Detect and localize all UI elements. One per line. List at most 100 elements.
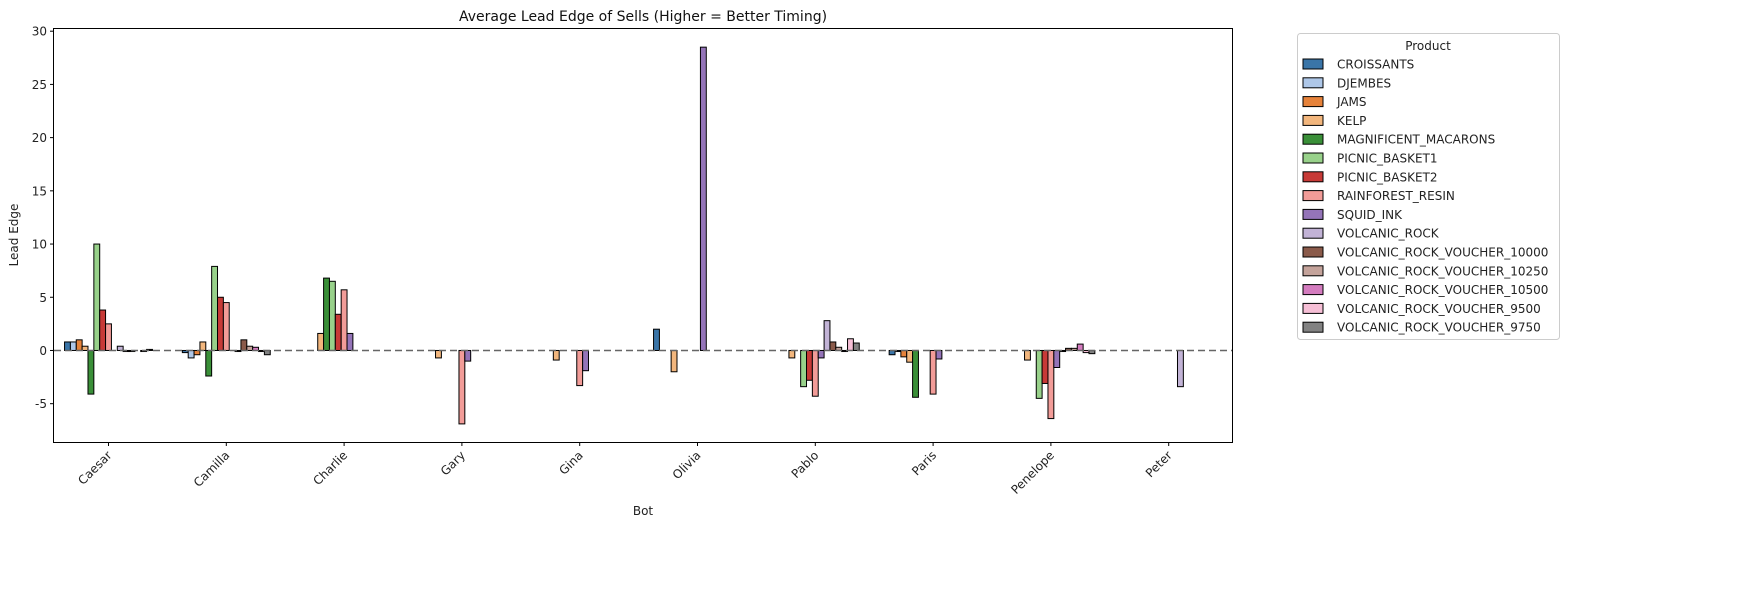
bar-magnificent-macarons-camilla bbox=[205, 349, 213, 377]
legend-label: VOLCANIC_ROCK_VOUCHER_10500 bbox=[1337, 283, 1548, 297]
bar-squid-ink-pablo bbox=[817, 349, 825, 359]
bar-djembes-camilla bbox=[187, 349, 195, 359]
x-axis: Caesar Camilla Charlie Gary Gina Olivia Pablo P… bbox=[75, 442, 1175, 497]
legend-swatch bbox=[1302, 190, 1324, 202]
bar-volcanic-rock-voucher-10500-penelope bbox=[1076, 343, 1084, 351]
x-tick-label: Penelope bbox=[1008, 448, 1057, 497]
bar-rainforest-resin-camilla bbox=[222, 302, 230, 351]
x-tick-label: Paris bbox=[909, 448, 939, 478]
bar-magnificent-macarons-caesar bbox=[87, 349, 95, 395]
x-tick-label: Camilla bbox=[191, 448, 233, 490]
bar-rainforest-resin-paris bbox=[929, 349, 937, 395]
legend-swatch bbox=[1302, 152, 1324, 164]
x-tick-label: Olivia bbox=[670, 448, 704, 482]
legend-swatch bbox=[1302, 302, 1324, 314]
legend-label: VOLCANIC_ROCK bbox=[1337, 227, 1440, 241]
bars-layer bbox=[64, 46, 1184, 425]
bar-volcanic-rock-voucher-10000-pablo bbox=[829, 341, 837, 351]
x-axis-title: Bot bbox=[633, 504, 654, 518]
bar-kelp-pablo bbox=[788, 349, 796, 359]
legend-swatch bbox=[1302, 246, 1324, 258]
x-tick-label: Peter bbox=[1143, 448, 1175, 480]
bar-squid-ink-penelope bbox=[1053, 349, 1061, 369]
y-tick-label: -5 bbox=[35, 397, 47, 411]
legend: Product CROISSANTS DJEMBES JAMS KELP MAGNIFI… bbox=[1297, 33, 1560, 340]
bar-picnic-basket1-penelope bbox=[1035, 349, 1043, 399]
legend-label: VOLCANIC_ROCK_VOUCHER_10250 bbox=[1337, 264, 1548, 278]
bar-kelp-penelope bbox=[1024, 349, 1031, 361]
y-axis-title: Lead Edge bbox=[7, 204, 21, 267]
bar-picnic-basket2-penelope bbox=[1041, 349, 1049, 384]
bar-croissants-olivia bbox=[653, 328, 660, 351]
legend-label: RAINFOREST_RESIN bbox=[1337, 189, 1455, 203]
bar-picnic-basket2-camilla bbox=[217, 296, 224, 351]
legend-swatch bbox=[1302, 171, 1324, 183]
bar-volcanic-rock-voucher-9500-pablo bbox=[847, 338, 854, 351]
y-tick-label: 30 bbox=[32, 25, 47, 39]
bar-volcanic-rock-peter bbox=[1176, 349, 1184, 388]
legend-swatch bbox=[1302, 133, 1324, 145]
bar-jams-paris bbox=[900, 349, 908, 358]
bar-magnificent-macarons-paris bbox=[912, 349, 919, 398]
y-axis: -5 0 5 10 15 20 25 30 bbox=[32, 25, 54, 411]
bar-djembes-caesar bbox=[69, 341, 77, 351]
legend-swatch bbox=[1302, 227, 1324, 239]
legend-label: DJEMBES bbox=[1337, 76, 1391, 90]
plot-area-frame bbox=[53, 28, 1233, 443]
bar-picnic-basket2-pablo bbox=[806, 349, 813, 381]
legend-label: PICNIC_BASKET2 bbox=[1337, 170, 1438, 184]
x-tick-label: Gary bbox=[438, 448, 468, 478]
bar-squid-ink-gina bbox=[582, 349, 589, 372]
bar-volcanic-rock-pablo bbox=[823, 320, 831, 351]
x-tick-label: Charlie bbox=[310, 448, 350, 488]
y-tick-label: 10 bbox=[32, 238, 47, 252]
bar-kelp-caesar bbox=[81, 345, 89, 351]
bar-squid-ink-charlie bbox=[346, 332, 354, 351]
bar-kelp-paris bbox=[906, 349, 914, 363]
legend-swatch bbox=[1302, 77, 1324, 89]
legend-swatch bbox=[1302, 208, 1324, 220]
legend-swatch bbox=[1302, 265, 1324, 277]
legend-swatch bbox=[1302, 58, 1324, 70]
bar-rainforest-resin-charlie bbox=[340, 289, 348, 351]
legend-label: VOLCANIC_ROCK_VOUCHER_9500 bbox=[1337, 302, 1541, 316]
legend-items: CROISSANTS DJEMBES JAMS KELP MAGNIFICENT_MAC… bbox=[1302, 58, 1548, 335]
bar-croissants-caesar bbox=[64, 341, 71, 351]
x-tick-label: Gina bbox=[556, 448, 585, 477]
bar-rainforest-resin-gina bbox=[576, 349, 584, 387]
chart-title: Average Lead Edge of Sells (Higher = Bet… bbox=[459, 9, 827, 25]
bar-volcanic-rock-voucher-9750-pablo bbox=[852, 342, 860, 351]
bar-magnificent-macarons-charlie bbox=[323, 277, 330, 351]
legend-label: CROISSANTS bbox=[1337, 58, 1414, 72]
bar-jams-caesar bbox=[75, 339, 83, 351]
legend-swatch bbox=[1302, 284, 1324, 296]
bar-squid-ink-gary bbox=[464, 349, 472, 362]
y-tick-label: 5 bbox=[39, 291, 47, 305]
bar-rainforest-resin-gary bbox=[458, 349, 466, 425]
bar-kelp-olivia bbox=[670, 349, 678, 373]
legend-label: VOLCANIC_ROCK_VOUCHER_9750 bbox=[1337, 321, 1541, 335]
bar-kelp-camilla bbox=[199, 341, 207, 351]
x-tick-label: Pablo bbox=[789, 448, 822, 481]
bar-picnic-basket1-camilla bbox=[211, 265, 219, 351]
legend-label: JAMS bbox=[1336, 95, 1367, 109]
bar-picnic-basket2-caesar bbox=[99, 309, 107, 351]
bar-picnic-basket2-charlie bbox=[334, 313, 342, 351]
legend-swatch bbox=[1302, 96, 1324, 108]
bar-rainforest-resin-penelope bbox=[1047, 349, 1055, 420]
legend-swatch bbox=[1302, 114, 1324, 126]
bar-volcanic-rock-voucher-10000-camilla bbox=[240, 339, 248, 351]
bar-squid-ink-paris bbox=[935, 349, 943, 360]
legend-title: Product bbox=[1405, 39, 1451, 53]
legend-frame bbox=[1297, 33, 1560, 340]
x-tick-label: Caesar bbox=[75, 448, 114, 487]
legend-label: VOLCANIC_ROCK_VOUCHER_10000 bbox=[1337, 246, 1548, 260]
bar-squid-ink-olivia bbox=[699, 46, 707, 351]
bar-kelp-gina bbox=[552, 349, 560, 361]
bar-kelp-gary bbox=[435, 349, 442, 359]
bar-kelp-charlie bbox=[317, 332, 325, 351]
bar-picnic-basket1-charlie bbox=[328, 280, 336, 351]
legend-label: SQUID_INK bbox=[1337, 208, 1403, 222]
legend-swatch bbox=[1302, 321, 1324, 333]
